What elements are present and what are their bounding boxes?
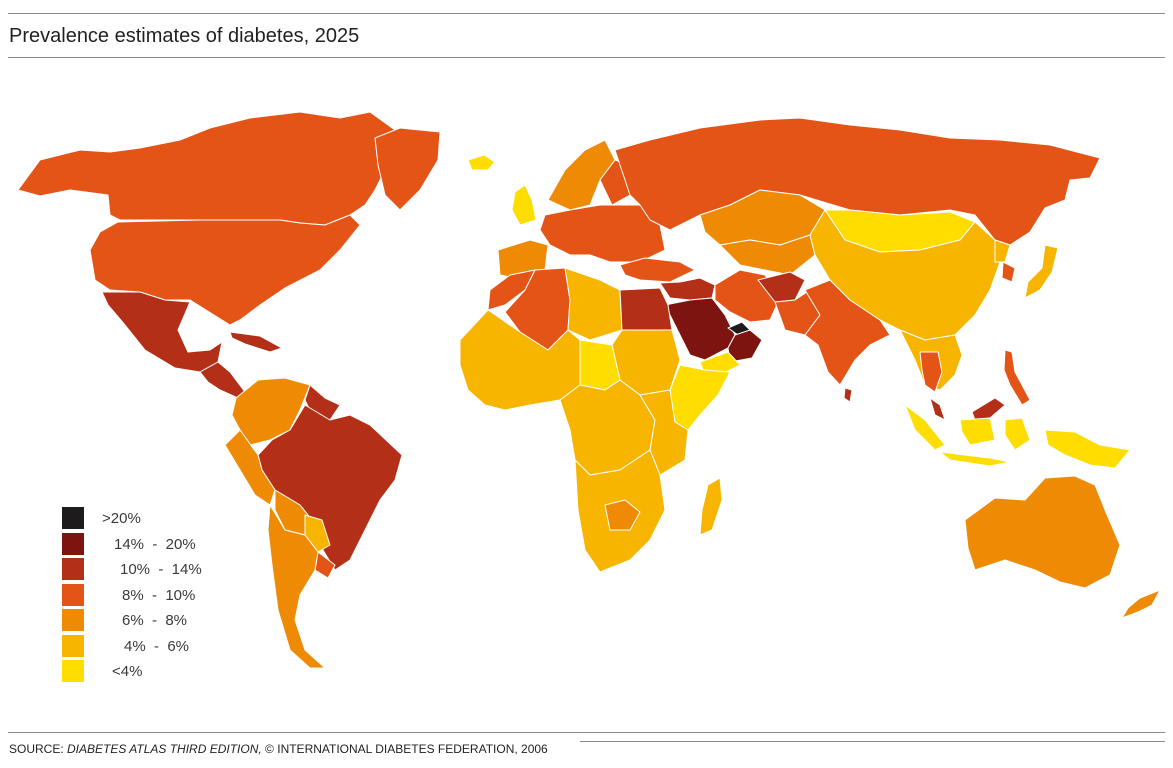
legend-swatch bbox=[62, 609, 84, 631]
region-ethiopia-somalia bbox=[669, 364, 731, 431]
region-madagascar bbox=[699, 477, 723, 536]
title-underline-rule bbox=[8, 57, 1165, 58]
region-egypt bbox=[619, 287, 673, 331]
source-title: DIABETES ATLAS THIRD EDITION, bbox=[67, 742, 262, 756]
region-philippines bbox=[1003, 349, 1031, 406]
region-iceland bbox=[467, 154, 496, 171]
world-map bbox=[17, 111, 1161, 669]
legend-swatch bbox=[62, 583, 84, 606]
legend-swatch bbox=[62, 558, 84, 580]
legend-label: 14% - 20% bbox=[114, 535, 196, 553]
region-north-korea bbox=[994, 239, 1011, 263]
map-title: Prevalence estimates of diabetes, 2025 bbox=[9, 25, 360, 47]
top-rule bbox=[8, 13, 1165, 14]
source-rule bbox=[580, 741, 1165, 742]
legend-swatch bbox=[62, 507, 84, 529]
legend-label: 4% - 6% bbox=[124, 637, 190, 655]
legend-item: 8% - 10% bbox=[62, 583, 262, 606]
bottom-rule bbox=[8, 732, 1165, 733]
region-png bbox=[1044, 429, 1131, 469]
region-mexico bbox=[101, 291, 223, 373]
legend-label: 10% - 14% bbox=[120, 561, 202, 578]
region-thailand bbox=[919, 351, 943, 393]
legend-item: 10% - 14% bbox=[62, 558, 262, 580]
region-zimbabwe bbox=[604, 499, 641, 531]
region-middle-east bbox=[659, 277, 716, 301]
region-afghanistan bbox=[757, 271, 806, 303]
region-turkey bbox=[619, 257, 696, 283]
source-prefix: SOURCE: bbox=[9, 742, 68, 756]
region-china bbox=[809, 209, 1001, 341]
legend-item: >20% bbox=[62, 507, 262, 529]
legend-item: 4% - 6% bbox=[62, 634, 262, 657]
legend-swatch bbox=[62, 532, 84, 555]
legend-label: <4% bbox=[112, 663, 143, 680]
legend-swatch bbox=[62, 634, 84, 657]
legend-label: 6% - 8% bbox=[122, 612, 188, 629]
region-argentina-chile bbox=[267, 504, 326, 669]
region-japan bbox=[1024, 244, 1059, 299]
region-uk bbox=[511, 184, 537, 226]
source-suffix: © INTERNATIONAL DIABETES FEDERATION, 200… bbox=[261, 742, 548, 756]
region-australia bbox=[964, 475, 1121, 589]
region-canada bbox=[17, 111, 396, 226]
legend-item: <4% bbox=[62, 660, 262, 682]
region-new-zealand bbox=[1121, 589, 1161, 619]
region-south-korea bbox=[1001, 261, 1016, 283]
source-credit: SOURCE: DIABETES ATLAS THIRD EDITION, © … bbox=[9, 742, 548, 756]
region-oman bbox=[727, 329, 763, 363]
region-indonesia bbox=[904, 404, 1031, 467]
region-cuba bbox=[229, 331, 283, 353]
legend-swatch bbox=[62, 660, 84, 682]
region-sri-lanka bbox=[843, 387, 853, 403]
region-libya bbox=[564, 267, 623, 341]
legend-item: 14% - 20% bbox=[62, 532, 262, 555]
legend-label: >20% bbox=[102, 510, 141, 527]
legend-item: 6% - 8% bbox=[62, 609, 262, 631]
region-greenland bbox=[374, 127, 441, 211]
legend-label: 8% - 10% bbox=[122, 586, 196, 604]
region-malaysia bbox=[929, 397, 1006, 421]
